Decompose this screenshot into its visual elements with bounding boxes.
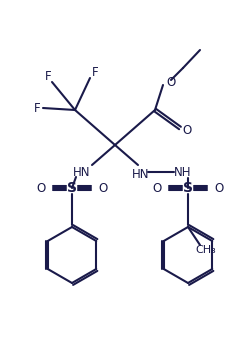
- Text: F: F: [92, 66, 98, 80]
- Text: F: F: [34, 101, 40, 115]
- Text: S: S: [183, 181, 193, 195]
- Text: O: O: [182, 124, 192, 138]
- Text: O: O: [166, 76, 176, 88]
- Text: HN: HN: [132, 167, 150, 180]
- Text: CH₃: CH₃: [196, 245, 216, 255]
- Text: NH: NH: [174, 166, 192, 179]
- Text: O: O: [98, 181, 108, 195]
- Text: O: O: [214, 181, 224, 195]
- Text: HN: HN: [73, 166, 91, 179]
- Text: F: F: [45, 71, 51, 83]
- Text: O: O: [36, 181, 46, 195]
- Text: S: S: [67, 181, 77, 195]
- Text: O: O: [152, 181, 162, 195]
